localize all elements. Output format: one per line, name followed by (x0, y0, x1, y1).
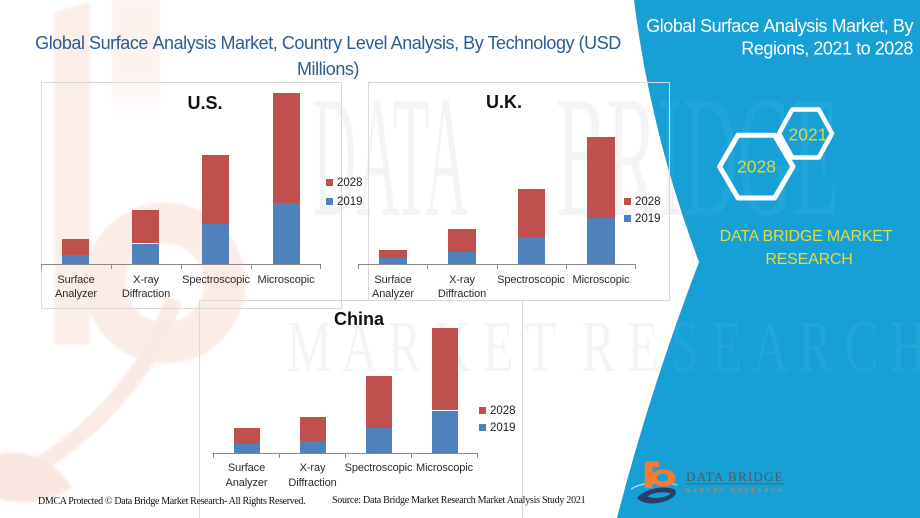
svg-text:MARKET RESEARCH: MARKET RESEARCH (686, 489, 785, 495)
svg-text:RESEARCH: RESEARCH (765, 251, 852, 268)
svg-text:DATA BRIDGE MARKET: DATA BRIDGE MARKET (720, 228, 893, 245)
svg-text:Regions, 2021 to 2028: Regions, 2021 to 2028 (741, 39, 913, 59)
svg-text:2021: 2021 (789, 125, 828, 145)
svg-text:DATA BRIDGE: DATA BRIDGE (686, 469, 784, 484)
svg-text:DATA: DATA (313, 60, 468, 253)
svg-text:Global Surface Analysis Market: Global Surface Analysis Market, By (646, 16, 913, 36)
svg-text:2028: 2028 (737, 157, 776, 177)
